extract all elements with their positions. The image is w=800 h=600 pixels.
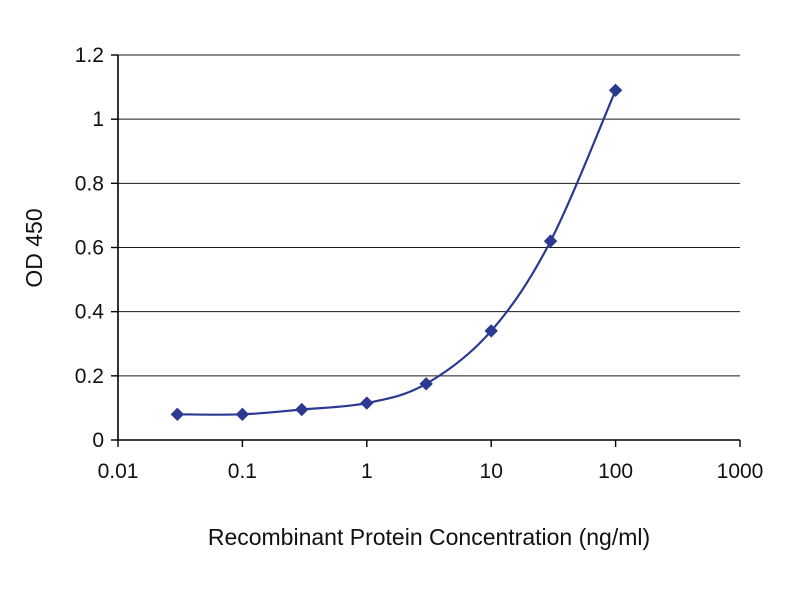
x-tick-label: 1000 (717, 460, 764, 483)
y-tick-label: 0.4 (75, 301, 105, 324)
y-axis-title: OD 450 (21, 208, 47, 287)
data-point-marker (543, 234, 558, 248)
x-tick-label: 0.1 (228, 460, 257, 483)
data-point-marker (484, 324, 498, 338)
y-tick-label: 0.8 (75, 172, 104, 195)
y-tick-label: 1 (92, 108, 104, 131)
x-tick-label: 10 (480, 460, 503, 483)
data-series-group (170, 83, 623, 422)
y-tick-label: 0.2 (75, 365, 104, 388)
y-tick-label: 0.6 (75, 237, 104, 260)
x-axis-title: Recombinant Protein Concentration (ng/ml… (208, 524, 650, 550)
y-tick-label: 0 (92, 429, 104, 452)
tick-labels-group: 0 0.2 0.4 0.6 0.8 1 1.2 0.01 0.1 1 10 100 1000 (75, 44, 764, 483)
gridlines-group (118, 54, 740, 441)
x-tick-label: 1 (361, 460, 373, 483)
data-point-marker (295, 402, 309, 417)
data-point-marker (608, 83, 623, 97)
axes-group (111, 54, 741, 447)
y-tick-label: 1.2 (75, 44, 104, 67)
data-point-marker (235, 407, 250, 422)
data-point-marker (360, 396, 374, 410)
data-point-marker (170, 407, 185, 422)
series-line (177, 89, 617, 416)
data-point-marker (419, 377, 433, 391)
x-tick-label: 100 (598, 460, 633, 483)
x-tick-label: 0.01 (98, 460, 139, 483)
